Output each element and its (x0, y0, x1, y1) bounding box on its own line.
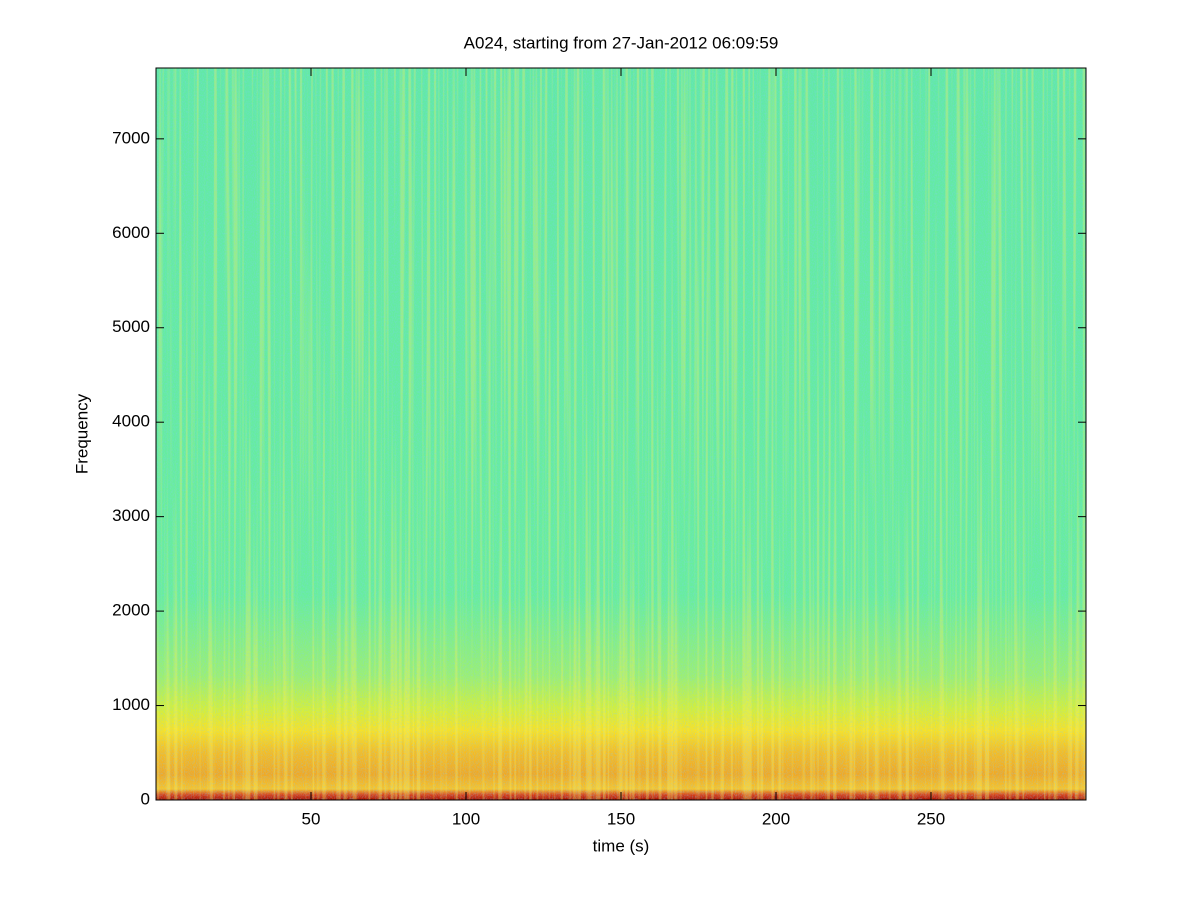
y-tick-label: 2000 (112, 601, 150, 620)
x-axis-label: time (s) (593, 836, 650, 855)
y-tick-label: 4000 (112, 412, 150, 431)
plot-area (155, 67, 1087, 801)
x-tick-label: 250 (917, 809, 945, 828)
y-tick-label: 3000 (112, 506, 150, 525)
y-tick-label: 1000 (112, 695, 150, 714)
y-tick-label: 0 (141, 789, 150, 808)
x-tick-label: 100 (452, 809, 480, 828)
x-tick-label: 150 (607, 809, 635, 828)
y-axis-label: Frequency (72, 393, 91, 474)
x-tick-label: 50 (302, 809, 321, 828)
y-tick-label: 5000 (112, 317, 150, 336)
chart-title: A024, starting from 27-Jan-2012 06:09:59 (464, 33, 779, 52)
y-tick-label: 6000 (112, 223, 150, 242)
x-tick-label: 200 (762, 809, 790, 828)
y-tick-label: 7000 (112, 128, 150, 147)
spectrogram-noise (156, 68, 1086, 800)
